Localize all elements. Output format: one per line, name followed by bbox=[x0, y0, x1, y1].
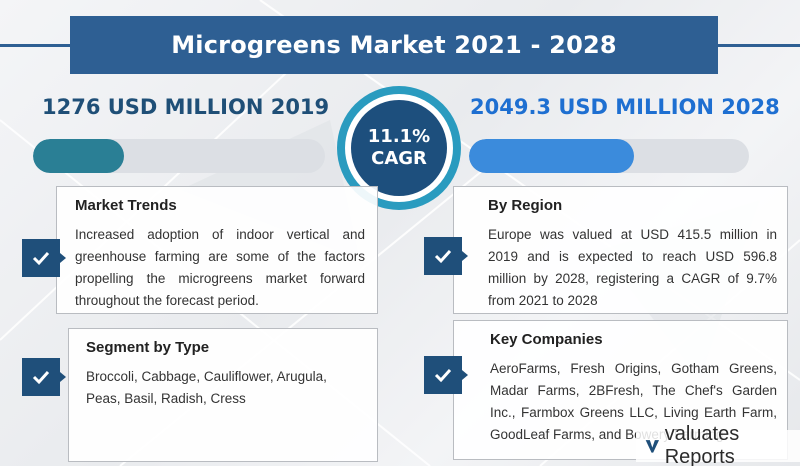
by-region-heading: By Region bbox=[488, 197, 563, 214]
progress-bar-2028 bbox=[469, 139, 749, 173]
segment-text: Broccoli, Cabbage, Cauliflower, Arugula,… bbox=[86, 369, 327, 406]
arrow-icon bbox=[462, 370, 468, 380]
banner-stripe-left bbox=[0, 44, 70, 47]
cagr-ring: 11.1% CAGR bbox=[345, 94, 453, 202]
cagr-label: CAGR bbox=[371, 148, 427, 169]
cagr-circle: 11.1% CAGR bbox=[351, 100, 447, 196]
key-companies-heading: Key Companies bbox=[490, 331, 603, 348]
key-companies-text: AeroFarms, Fresh Origins, Gotham Greens,… bbox=[490, 361, 777, 442]
stat-2019: 1276 USD MILLION 2019 bbox=[42, 95, 330, 119]
stat-2028: 2049.3 USD MILLION 2028 bbox=[470, 95, 780, 119]
progress-fill-2028 bbox=[469, 139, 635, 173]
checkmark-icon bbox=[22, 358, 60, 396]
brand-name: valuates Reports bbox=[664, 423, 740, 466]
brand-logo: valuates Reports bbox=[636, 423, 800, 466]
title-banner: Microgreens Market 2021 - 2028 bbox=[70, 16, 718, 74]
market-trends-text: Increased adoption of indoor vertical an… bbox=[75, 227, 365, 308]
checkmark-icon bbox=[424, 356, 462, 394]
cagr-badge: 11.1% CAGR bbox=[337, 86, 461, 210]
segment-by-type-box: Segment by Type Broccoli, Cabbage, Cauli… bbox=[68, 328, 378, 462]
valuates-v-logo-icon bbox=[645, 440, 660, 453]
market-trends-heading: Market Trends bbox=[75, 197, 177, 214]
page-title: Microgreens Market 2021 - 2028 bbox=[171, 31, 617, 59]
cagr-value: 11.1% bbox=[367, 126, 431, 147]
arrow-icon bbox=[60, 372, 66, 382]
by-region-text: Europe was valued at USD 415.5 million i… bbox=[488, 227, 777, 308]
checkmark-icon bbox=[424, 237, 462, 275]
segment-heading: Segment by Type bbox=[86, 339, 210, 356]
key-companies-box: Key Companies AeroFarms, Fresh Origins, … bbox=[453, 320, 788, 460]
arrow-icon bbox=[462, 251, 468, 261]
arrow-icon bbox=[60, 253, 66, 263]
checkmark-icon bbox=[22, 239, 60, 277]
progress-bar-2019 bbox=[33, 139, 325, 173]
progress-fill-2019 bbox=[33, 139, 124, 173]
by-region-box: By Region Europe was valued at USD 415.5… bbox=[453, 186, 788, 314]
market-trends-box: Market Trends Increased adoption of indo… bbox=[56, 186, 378, 314]
banner-stripe-right bbox=[718, 44, 800, 47]
